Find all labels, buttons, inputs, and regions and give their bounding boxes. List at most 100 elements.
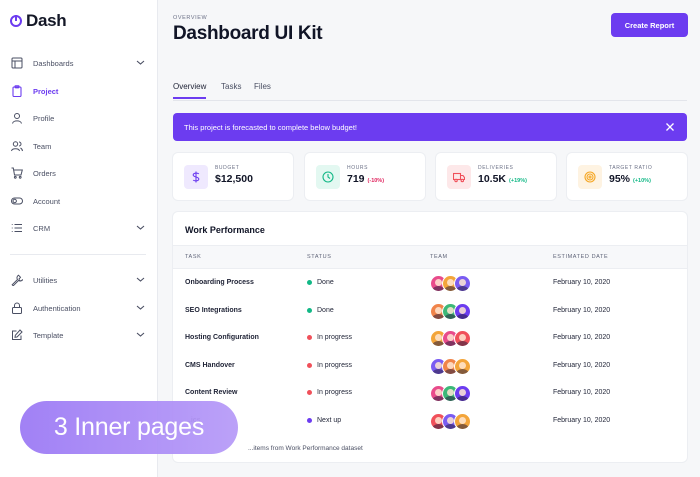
column-header-status[interactable]: STATUS bbox=[307, 254, 332, 260]
table-header: TASK STATUS TEAM ESTIMATED DATE bbox=[173, 245, 687, 269]
team-avatars[interactable] bbox=[430, 357, 471, 375]
work-performance-card: Work Performance TASK STATUS TEAM ESTIMA… bbox=[173, 212, 687, 462]
task-name: Content Review bbox=[185, 389, 238, 396]
stat-value: 95% bbox=[609, 173, 631, 185]
column-header-team[interactable]: TEAM bbox=[430, 254, 448, 260]
sidebar-item-template[interactable]: Template bbox=[0, 322, 158, 348]
tab-files[interactable]: Files bbox=[254, 82, 271, 91]
close-icon[interactable] bbox=[665, 122, 675, 132]
status-cell: In progress bbox=[307, 362, 352, 369]
table-row[interactable]: SEO Integrations Done February 10, 2020 bbox=[173, 298, 687, 326]
team-avatars[interactable] bbox=[430, 330, 471, 347]
stat-label: DELIVERIES bbox=[478, 165, 514, 171]
status-dot-icon bbox=[307, 280, 312, 285]
task-name: CMS Handover bbox=[185, 361, 235, 369]
sidebar-item-orders[interactable]: Orders bbox=[0, 160, 158, 186]
lock-icon bbox=[11, 302, 23, 314]
tab-overview[interactable]: Overview bbox=[173, 82, 207, 99]
sidebar-item-crm[interactable]: CRM bbox=[0, 215, 158, 241]
alert-text: This project is forecasted to complete b… bbox=[184, 122, 358, 132]
stat-delta: (-10%) bbox=[367, 178, 385, 184]
status-text: Done bbox=[317, 279, 334, 286]
avatar[interactable] bbox=[454, 275, 471, 292]
create-report-button[interactable]: Create Report bbox=[611, 13, 688, 37]
stat-card-deliveries: DELIVERIES 10.5K (+19%) bbox=[436, 153, 556, 200]
stat-value: 719 bbox=[347, 173, 365, 185]
tab-bar: Overview Tasks Files bbox=[173, 80, 687, 101]
sidebar-item-dashboards[interactable]: Dashboards bbox=[0, 50, 158, 76]
sidebar-divider bbox=[10, 254, 146, 255]
task-name: SEO Integrations bbox=[185, 306, 242, 314]
team-avatars[interactable] bbox=[430, 302, 471, 320]
pie-chart-icon bbox=[10, 15, 22, 27]
avatar[interactable] bbox=[454, 330, 471, 347]
status-text: Done bbox=[317, 306, 334, 314]
page-title: Dashboard UI Kit bbox=[173, 23, 323, 44]
sidebar-item-authentication[interactable]: Authentication bbox=[0, 295, 158, 321]
stat-value: $12,500 bbox=[215, 173, 253, 185]
sidebar-item-label: Profile bbox=[33, 113, 55, 123]
team-avatars[interactable] bbox=[430, 412, 471, 430]
team-avatars[interactable] bbox=[430, 275, 471, 292]
column-header-date[interactable]: ESTIMATED DATE bbox=[553, 254, 609, 260]
table-row[interactable]: Onboarding Process Done February 10, 2020 bbox=[173, 270, 687, 298]
sidebar-item-profile[interactable]: Profile bbox=[0, 105, 158, 131]
dollar-icon bbox=[184, 165, 208, 189]
chevron-down-icon bbox=[136, 305, 145, 310]
stat-value-wrap: 719 (-10%) bbox=[347, 173, 384, 185]
stat-delta: (+10%) bbox=[633, 178, 651, 184]
truck-icon bbox=[447, 165, 471, 189]
inner-pages-badge: 3 Inner pages bbox=[20, 401, 238, 454]
target-icon bbox=[578, 165, 602, 189]
budget-alert: This project is forecasted to complete b… bbox=[173, 113, 687, 141]
stat-card-budget: BUDGET $12,500 bbox=[173, 153, 293, 200]
status-text: In progress bbox=[317, 334, 353, 341]
tab-tasks[interactable]: Tasks bbox=[221, 82, 242, 91]
sidebar-item-utilities[interactable]: Utilities bbox=[0, 267, 158, 293]
stat-card-hours: HOURS 719 (-10%) bbox=[305, 153, 425, 200]
table-row[interactable]: Content Review In progress February 10, 20… bbox=[173, 380, 687, 408]
brand-name: Dash bbox=[26, 11, 67, 30]
cart-icon bbox=[11, 167, 23, 179]
edit-icon bbox=[11, 329, 23, 341]
team-avatars[interactable] bbox=[430, 385, 471, 402]
brand[interactable]: Dash bbox=[10, 11, 67, 31]
table-row[interactable]: CMS Handover In progress February 10, 2020 bbox=[173, 353, 687, 381]
avatar[interactable] bbox=[454, 412, 471, 430]
badge-text: 3 Inner pages bbox=[53, 413, 205, 441]
layout-icon bbox=[11, 57, 23, 69]
estimated-date: February 10, 2020 bbox=[553, 361, 611, 369]
column-header-task[interactable]: TASK bbox=[185, 254, 202, 260]
sidebar-item-label: Orders bbox=[33, 168, 56, 178]
table-row[interactable]: Hosting Configuration In progress February… bbox=[173, 325, 687, 353]
stat-label: HOURS bbox=[347, 165, 369, 171]
stat-value: 10.5K bbox=[478, 173, 507, 185]
sidebar-item-account[interactable]: Account bbox=[0, 188, 158, 214]
avatar[interactable] bbox=[454, 357, 471, 375]
sidebar: Dash Dashboards Project Profile Team Ord… bbox=[0, 0, 158, 477]
sidebar-item-label: Project bbox=[33, 86, 59, 96]
estimated-date: February 10, 2020 bbox=[553, 334, 611, 341]
status-dot-icon bbox=[307, 417, 312, 423]
tool-icon bbox=[11, 274, 23, 286]
status-cell: In progress bbox=[307, 389, 352, 396]
sidebar-item-label: Team bbox=[33, 141, 52, 151]
status-dot-icon bbox=[307, 335, 312, 340]
clock-icon bbox=[316, 165, 340, 189]
avatar[interactable] bbox=[454, 302, 471, 320]
estimated-date: February 10, 2020 bbox=[553, 389, 611, 396]
stat-value-wrap: 95% (+10%) bbox=[609, 173, 651, 185]
stat-value-wrap: 10.5K (+19%) bbox=[478, 173, 527, 185]
stat-label: TARGET RATIO bbox=[609, 165, 653, 171]
sidebar-item-team[interactable]: Team bbox=[0, 133, 158, 159]
estimated-date: February 10, 2020 bbox=[553, 416, 611, 424]
status-dot-icon bbox=[307, 362, 312, 368]
clipboard-icon bbox=[11, 85, 23, 97]
list-icon bbox=[11, 222, 23, 234]
avatar[interactable] bbox=[454, 385, 471, 402]
sidebar-item-project[interactable]: Project bbox=[0, 78, 158, 104]
stat-card-target-ratio: TARGET RATIO 95% (+10%) bbox=[567, 153, 687, 200]
sidebar-item-label: CRM bbox=[33, 223, 51, 233]
estimated-date: February 10, 2020 bbox=[553, 279, 611, 286]
